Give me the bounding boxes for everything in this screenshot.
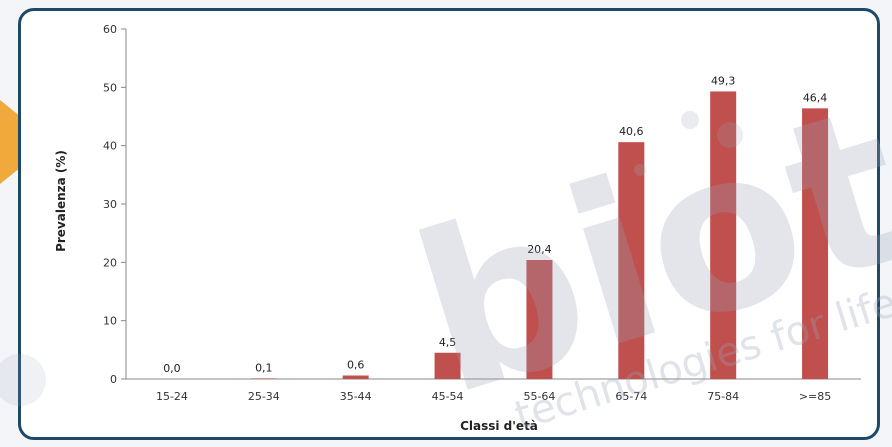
x-tick-label: 25-34 [248, 390, 280, 403]
x-tick-label: 45-54 [432, 390, 464, 403]
y-tick-label: 0 [110, 373, 117, 386]
y-tick-label: 60 [103, 23, 117, 36]
x-axis-label: Classi d'età [460, 419, 538, 433]
data-label: 0,6 [347, 359, 365, 372]
bar [434, 352, 461, 379]
data-label: 0,1 [255, 361, 273, 374]
x-tick-label: 35-44 [340, 390, 372, 403]
x-tick-label: 75-84 [707, 390, 739, 403]
data-label: 20,4 [527, 243, 552, 256]
bar [802, 108, 829, 379]
bar [342, 375, 369, 379]
data-label: 40,6 [619, 125, 644, 138]
data-label: 0,0 [163, 362, 181, 375]
y-tick-label: 40 [103, 140, 117, 153]
bar [526, 260, 553, 379]
y-tick-label: 10 [103, 315, 117, 328]
x-tick-label: 65-74 [615, 390, 647, 403]
x-tick-label: 15-24 [156, 390, 188, 403]
x-tick-label: >=85 [799, 390, 831, 403]
chart-frame: 0 10 20 30 40 50 60 0,0 15-24 0,1 25-34 0,6 35-44 4,… [18, 8, 880, 440]
bar [618, 142, 645, 379]
bar [250, 378, 277, 379]
y-tick-label: 20 [103, 256, 117, 269]
data-label: 4,5 [439, 336, 457, 349]
data-label: 46,4 [803, 91, 828, 104]
bar-chart: 0 10 20 30 40 50 60 0,0 15-24 0,1 25-34 0,6 35-44 4,… [54, 23, 861, 433]
y-tick-label: 50 [103, 81, 117, 94]
y-tick-label: 30 [103, 198, 117, 211]
bar [710, 91, 737, 380]
y-axis-label: Prevalenza (%) [54, 150, 68, 252]
data-label: 49,3 [711, 74, 736, 87]
x-tick-label: 55-64 [523, 390, 555, 403]
